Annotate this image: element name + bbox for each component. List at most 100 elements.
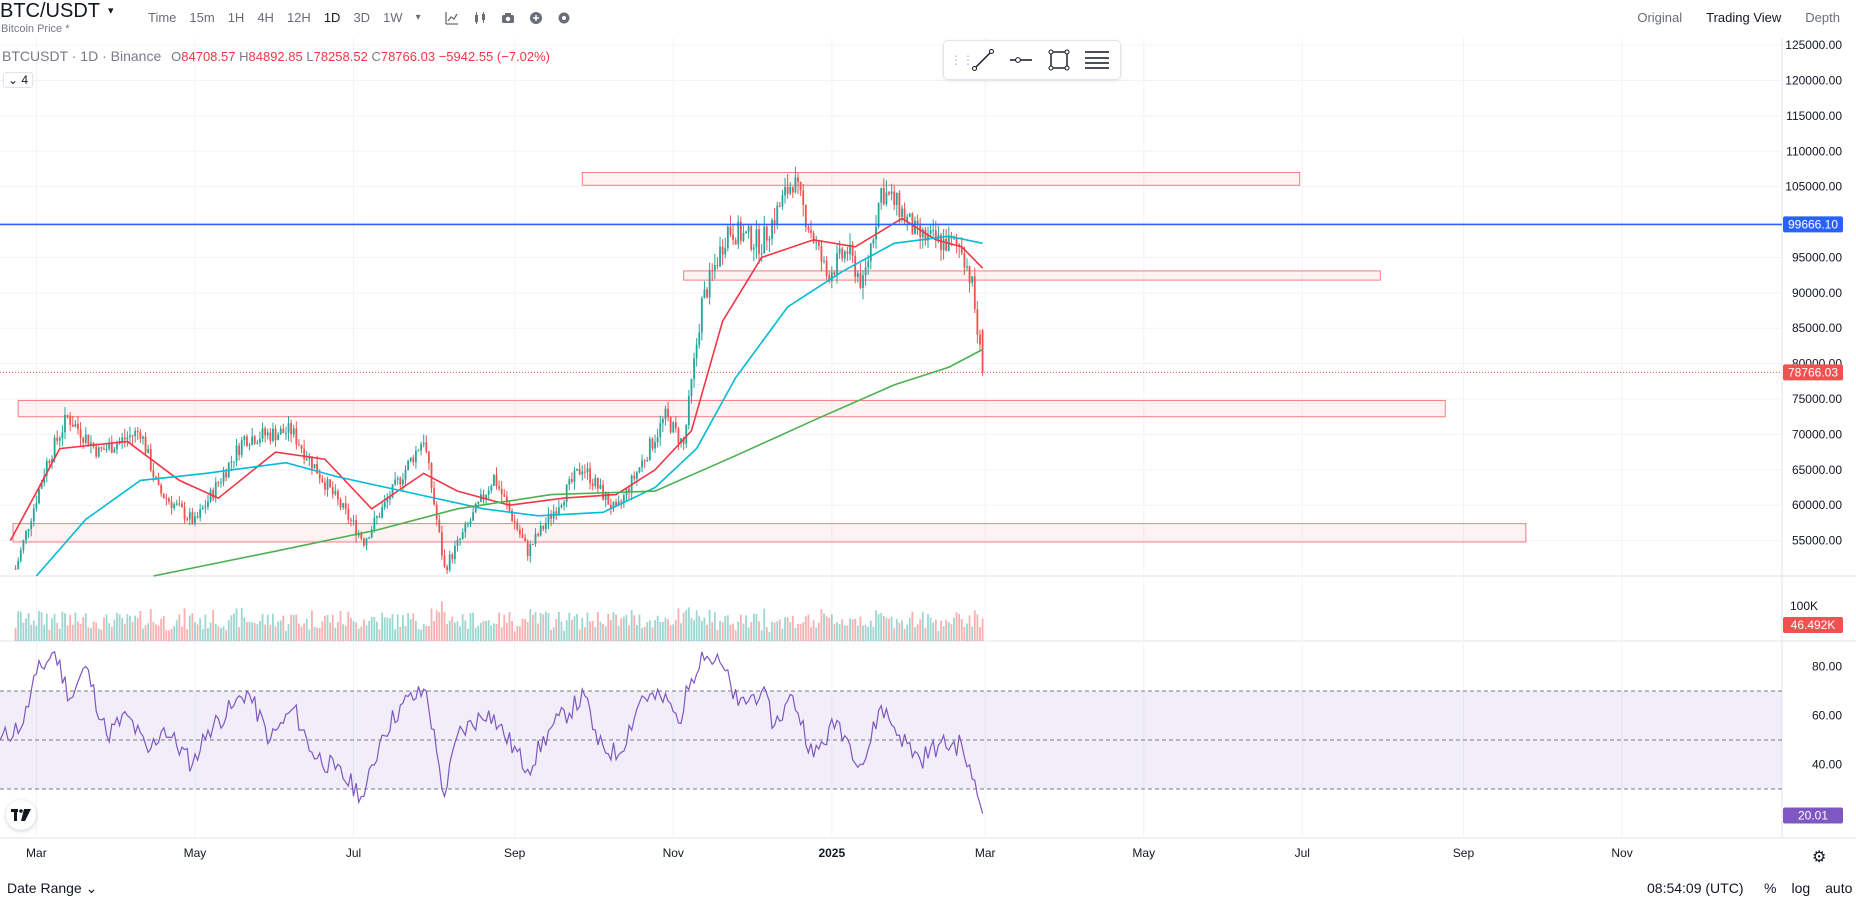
volume-bar: [752, 613, 755, 641]
clock-readout[interactable]: 08:54:09 (UTC): [1647, 880, 1744, 896]
candles-icon[interactable]: [473, 11, 487, 25]
volume-bar: [739, 614, 742, 641]
legend-low: 78258.52: [313, 49, 368, 64]
rsi-last-tag: [1783, 807, 1843, 824]
volume-bar: [940, 620, 942, 641]
candle-body: [298, 444, 300, 446]
volume-bar: [45, 613, 48, 641]
volume-bar: [755, 613, 758, 641]
volume-bar: [669, 625, 672, 641]
candle-body: [643, 460, 646, 462]
candle-body: [396, 478, 399, 480]
candle-body: [505, 496, 508, 503]
candle-body: [526, 541, 529, 557]
volume-bar: [14, 627, 17, 641]
camera-icon[interactable]: [501, 11, 515, 25]
candle-body: [316, 463, 319, 474]
candle-body: [693, 358, 695, 379]
volume-bar: [594, 627, 597, 641]
drag-handle-icon[interactable]: ⋮⋮: [950, 53, 974, 67]
log-scale-toggle[interactable]: log: [1791, 880, 1811, 896]
volume-bar: [932, 622, 935, 641]
volume-bar: [521, 618, 524, 641]
volume-bar: [407, 613, 410, 641]
trend-line-tool[interactable]: [964, 45, 1002, 75]
candle-body: [940, 234, 942, 251]
volume-bar: [19, 611, 22, 641]
volume-bar: [66, 625, 69, 641]
candle-body: [51, 458, 53, 464]
price-chart[interactable]: 125000.00 120000.00 115000.00 110000.00 1050…: [0, 38, 1856, 872]
candle-body: [321, 478, 324, 483]
gear-icon[interactable]: [557, 11, 571, 25]
tradingview-logo-icon[interactable]: [6, 800, 36, 830]
volume-bar: [139, 610, 142, 641]
candle-body: [261, 428, 264, 439]
volume-bar: [305, 618, 308, 641]
candle-body: [69, 415, 72, 425]
volume-bar: [719, 620, 721, 641]
volume-bar: [194, 622, 196, 641]
volume-bar: [261, 614, 264, 641]
interval-4h[interactable]: 4H: [257, 10, 274, 25]
percent-scale-toggle[interactable]: %: [1764, 880, 1777, 896]
volume-bar: [960, 619, 963, 641]
auto-scale-toggle[interactable]: auto: [1825, 880, 1853, 896]
candle-body: [48, 461, 51, 464]
candle-body: [651, 438, 654, 449]
volume-bar: [898, 622, 901, 641]
indicators-icon[interactable]: [444, 11, 459, 25]
view-depth[interactable]: Depth: [1805, 10, 1840, 25]
symbol-selector[interactable]: BTC/USDT ▾: [0, 0, 114, 23]
candle-body: [194, 516, 196, 524]
candle-body: [220, 482, 222, 484]
volume-bar: [552, 627, 555, 641]
view-original[interactable]: Original: [1637, 10, 1683, 25]
candle-body: [895, 192, 898, 205]
volume-bar: [126, 614, 129, 641]
candle-body: [934, 230, 937, 240]
candle-body: [389, 497, 391, 500]
more-intervals-caret[interactable]: ▾: [415, 12, 421, 23]
interval-time[interactable]: Time: [148, 10, 177, 25]
volume-bar: [131, 621, 134, 641]
candle-body: [404, 469, 407, 480]
volume-bar: [474, 627, 477, 641]
interval-bar: Time 15m 1H 4H 12H 1D 3D 1W ▾: [148, 10, 585, 25]
candle-body: [490, 485, 493, 491]
candle-body: [53, 437, 56, 459]
candle-body: [828, 275, 831, 282]
candle-body: [661, 419, 664, 424]
rectangle-tool[interactable]: [1040, 45, 1078, 75]
interval-1d[interactable]: 1D: [323, 10, 341, 25]
volume-bar: [347, 611, 350, 641]
legend-change: −5942.55 (−7.02%): [438, 49, 551, 64]
volume-bar: [482, 620, 485, 641]
volume-bar: [776, 621, 779, 641]
date-range-selector[interactable]: Date Range ⌄: [7, 880, 97, 897]
candle-body: [337, 491, 339, 500]
fib-levels-tool[interactable]: [1078, 45, 1116, 75]
interval-12h[interactable]: 12H: [286, 10, 311, 25]
candle-body: [960, 246, 963, 254]
add-circle-icon[interactable]: [529, 11, 543, 25]
volume-bar: [893, 628, 896, 641]
interval-15m[interactable]: 15m: [189, 10, 215, 25]
volume-bar: [802, 622, 805, 641]
interval-3d[interactable]: 3D: [353, 10, 371, 25]
candle-body: [300, 445, 303, 449]
view-trading-view[interactable]: Trading View: [1706, 10, 1782, 25]
horizontal-ray-tool[interactable]: [1002, 45, 1040, 75]
legend-collapse-button[interactable]: ⌄ 4: [3, 72, 33, 88]
volume-bar: [152, 621, 155, 641]
volume-bar: [43, 624, 46, 641]
interval-1h[interactable]: 1H: [227, 10, 245, 25]
interval-1w[interactable]: 1W: [383, 10, 403, 25]
horizontal-ray-icon: [1010, 57, 1032, 63]
volume-bar: [30, 624, 33, 641]
candle-body: [110, 443, 113, 453]
axis-settings-gear-icon[interactable]: ⚙: [1812, 849, 1827, 866]
volume-bar: [316, 627, 319, 641]
candle-body: [669, 417, 672, 433]
price-tick-label: 70000.00: [1792, 427, 1842, 441]
